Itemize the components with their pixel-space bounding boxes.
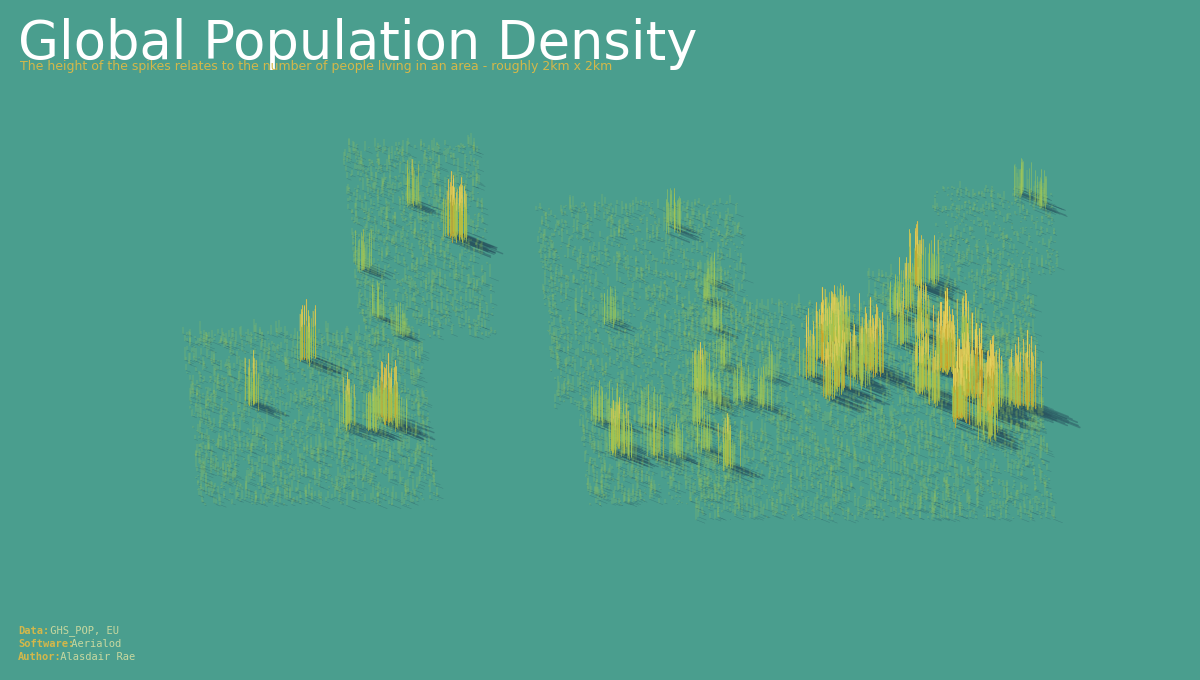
Text: Global Population Density: Global Population Density	[18, 18, 697, 70]
Text: The height of the spikes relates to the number of people living in an area - rou: The height of the spikes relates to the …	[20, 60, 612, 73]
Text: Alasdair Rae: Alasdair Rae	[54, 652, 136, 662]
Text: Software:: Software:	[18, 639, 74, 649]
Text: Aerialod: Aerialod	[65, 639, 121, 649]
Text: Data:: Data:	[18, 626, 49, 636]
Text: GHS_POP, EU: GHS_POP, EU	[44, 625, 119, 636]
Text: Author:: Author:	[18, 652, 61, 662]
